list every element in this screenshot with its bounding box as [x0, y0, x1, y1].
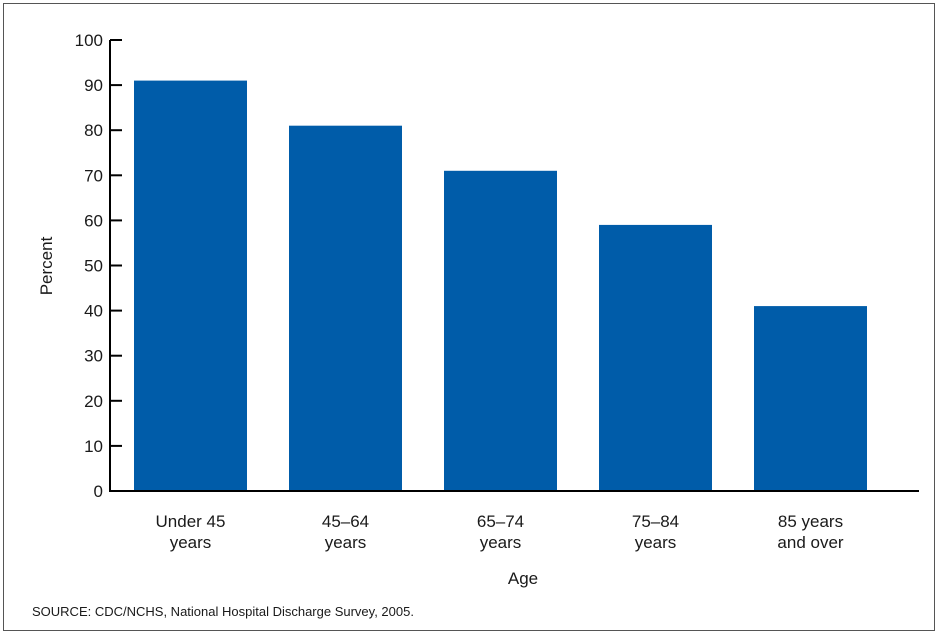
y-tick-label: 60 — [84, 211, 103, 230]
bar — [134, 80, 247, 491]
y-tick-label: 90 — [84, 76, 103, 95]
y-tick-label: 70 — [84, 166, 103, 185]
x-tick-label: years — [480, 533, 522, 552]
bar — [289, 125, 402, 491]
y-axis-title: Percent — [37, 236, 56, 295]
x-tick-label: 75–84 — [632, 512, 679, 531]
x-axis: Under 45 years 45–64 years 65–74 years 75–84 ye… — [109, 490, 919, 552]
x-tick-label: 65–74 — [477, 512, 524, 531]
bar — [599, 224, 712, 491]
y-tick-label: 40 — [84, 302, 103, 321]
x-tick-label: years — [170, 533, 212, 552]
y-axis: 0 10 20 30 40 50 60 70 80 90 100 — [75, 31, 122, 501]
y-tick-label: 30 — [84, 347, 103, 366]
bar — [754, 306, 867, 491]
y-tick-label: 20 — [84, 392, 103, 411]
chart-frame — [3, 3, 935, 631]
source-note: SOURCE: CDC/NCHS, National Hospital Disc… — [32, 604, 414, 619]
x-tick-label: Under 45 — [156, 512, 226, 531]
x-tick-label: 85 years — [778, 512, 843, 531]
y-tick-label: 50 — [84, 257, 103, 276]
x-tick-label: years — [635, 533, 677, 552]
y-tick-label: 10 — [84, 437, 103, 456]
y-tick-label: 80 — [84, 121, 103, 140]
x-axis-title: Age — [508, 569, 538, 588]
bar — [444, 170, 557, 492]
x-tick-label: years — [325, 533, 367, 552]
bars — [134, 80, 867, 492]
x-tick-label: 45–64 — [322, 512, 369, 531]
y-tick-label: 100 — [75, 31, 103, 50]
y-tick-label: 0 — [94, 482, 103, 501]
x-tick-label: and over — [777, 533, 843, 552]
